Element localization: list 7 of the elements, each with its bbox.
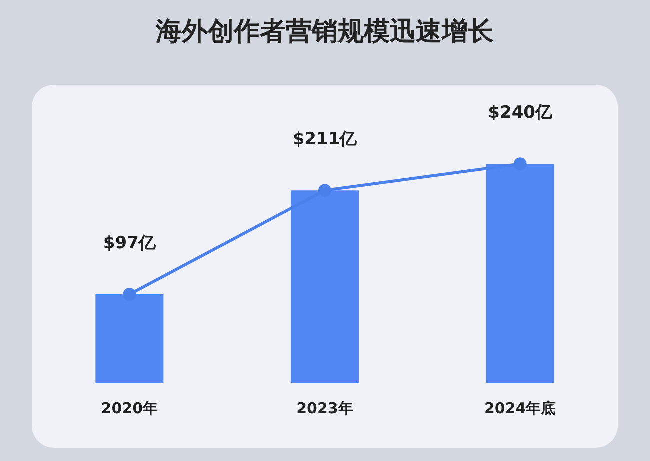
x-tick-label: 2020年	[101, 400, 158, 418]
data-label: $240亿	[488, 103, 554, 124]
data-label: $211亿	[292, 130, 358, 150]
x-tick-label: 2024年底	[484, 400, 556, 418]
data-label: $97亿	[103, 234, 157, 254]
chart-title: 海外创作者营销规模迅速增长	[154, 16, 495, 49]
x-tick-label: 2023年	[296, 400, 354, 418]
